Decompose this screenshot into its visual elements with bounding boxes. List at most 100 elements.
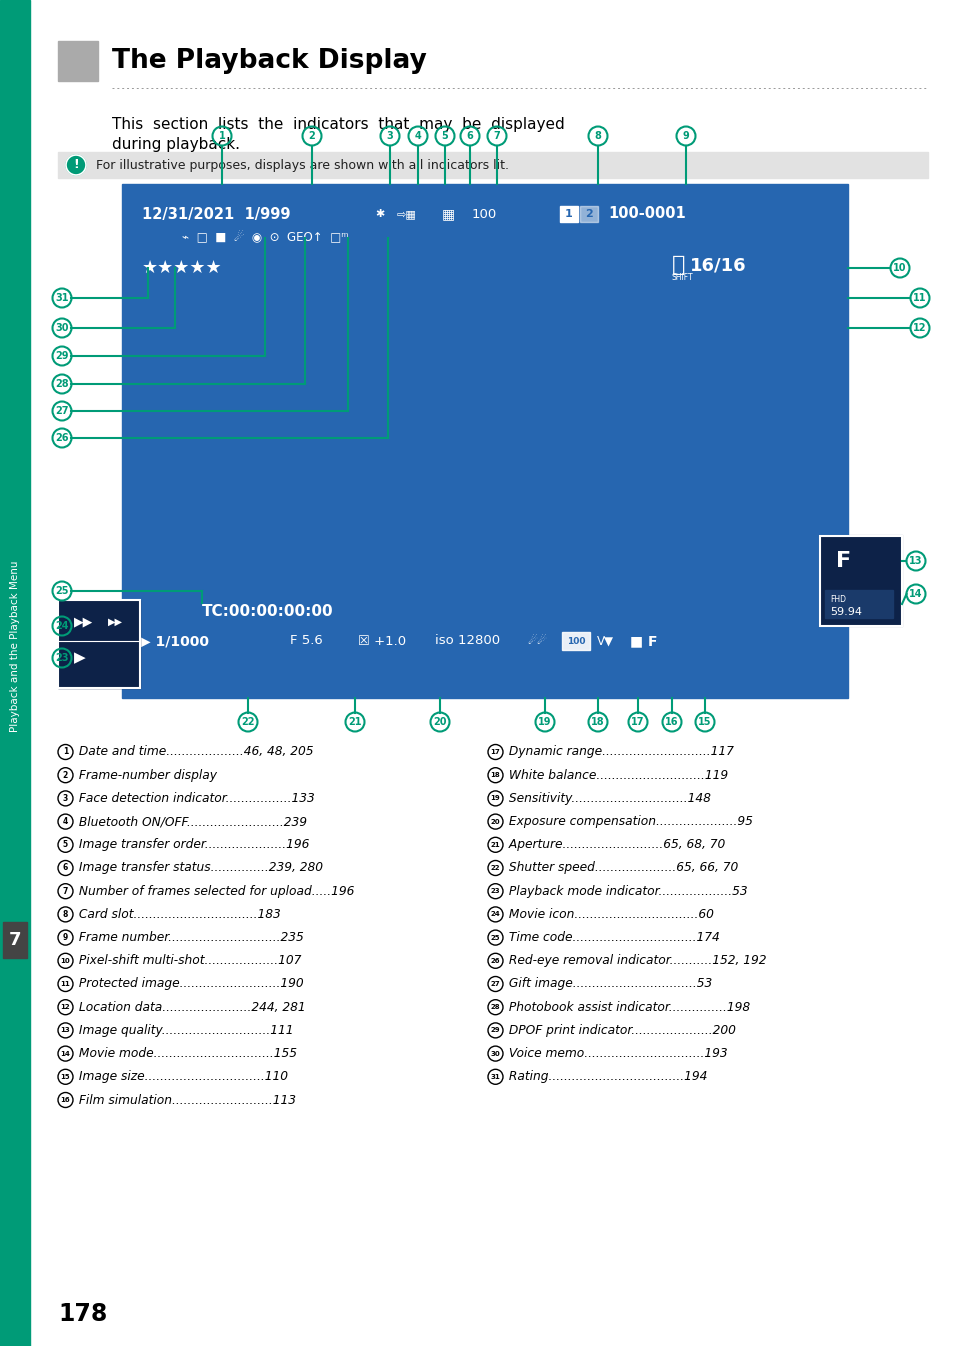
Text: Shutter speed.....................65, 66, 70: Shutter speed.....................65, 66… xyxy=(504,861,738,875)
Text: 28: 28 xyxy=(490,1004,499,1011)
Text: Location data.......................244, 281: Location data.......................244,… xyxy=(75,1000,305,1014)
Text: 28: 28 xyxy=(55,380,69,389)
Text: Pixel-shift multi-shot...................107: Pixel-shift multi-shot..................… xyxy=(75,954,301,968)
Text: Frame number.............................235: Frame number............................… xyxy=(75,931,303,944)
Text: 8: 8 xyxy=(594,131,600,141)
Text: 9: 9 xyxy=(63,933,68,942)
Text: 6: 6 xyxy=(466,131,473,141)
Text: ▶▶: ▶▶ xyxy=(108,616,123,627)
Text: 10: 10 xyxy=(61,958,71,964)
Text: TC:00:00:00:00: TC:00:00:00:00 xyxy=(202,603,334,619)
Text: The Playback Display: The Playback Display xyxy=(112,48,426,74)
Text: 14: 14 xyxy=(60,1051,71,1057)
Bar xyxy=(58,600,140,688)
Text: 15: 15 xyxy=(61,1074,71,1079)
Text: F 5.6: F 5.6 xyxy=(290,634,322,647)
Text: 9: 9 xyxy=(682,131,689,141)
Text: Time code................................174: Time code...............................… xyxy=(504,931,719,944)
Text: 25: 25 xyxy=(490,934,499,941)
Text: 15: 15 xyxy=(698,717,711,727)
Text: 4: 4 xyxy=(63,817,68,826)
Text: 5: 5 xyxy=(63,840,68,849)
Text: ■ F: ■ F xyxy=(629,634,657,647)
Text: ▦: ▦ xyxy=(441,207,454,221)
Text: iso 12800: iso 12800 xyxy=(435,634,499,647)
Text: 10: 10 xyxy=(892,262,905,273)
Text: Aperture..........................65, 68, 70: Aperture..........................65, 68… xyxy=(504,839,724,851)
Text: 27: 27 xyxy=(55,406,69,416)
Text: Bluetooth ON/OFF.........................239: Bluetooth ON/OFF........................… xyxy=(75,816,307,828)
Text: 24: 24 xyxy=(55,621,69,631)
Bar xyxy=(579,206,598,222)
Text: Movie icon................................60: Movie icon..............................… xyxy=(504,909,713,921)
Text: Image transfer order.....................196: Image transfer order....................… xyxy=(75,839,309,851)
Text: 31: 31 xyxy=(55,293,69,303)
Text: 100: 100 xyxy=(472,207,497,221)
Text: 14: 14 xyxy=(908,590,922,599)
Text: Dynamic range............................117: Dynamic range...........................… xyxy=(504,746,733,759)
Text: F: F xyxy=(835,551,850,571)
Bar xyxy=(559,206,578,222)
Text: 12/31/2021  1/999: 12/31/2021 1/999 xyxy=(142,206,291,222)
Text: 2: 2 xyxy=(584,209,592,219)
Text: 30: 30 xyxy=(490,1051,500,1057)
Text: 18: 18 xyxy=(591,717,604,727)
Circle shape xyxy=(66,155,86,175)
Text: ⇨▦: ⇨▦ xyxy=(396,209,416,219)
Text: 18: 18 xyxy=(490,773,500,778)
Text: ★★★★★: ★★★★★ xyxy=(142,258,222,277)
Text: 31: 31 xyxy=(490,1074,500,1079)
Text: Exposure compensation.....................95: Exposure compensation...................… xyxy=(504,816,752,828)
Bar xyxy=(824,590,892,618)
Text: SHIFT: SHIFT xyxy=(671,272,693,281)
Text: 23: 23 xyxy=(55,653,69,664)
Text: 7: 7 xyxy=(493,131,500,141)
Text: 21: 21 xyxy=(348,717,361,727)
Text: 26: 26 xyxy=(55,433,69,443)
Text: Rating...................................194: Rating..................................… xyxy=(504,1070,706,1084)
Text: 3: 3 xyxy=(386,131,393,141)
Text: FHD: FHD xyxy=(829,595,845,604)
Text: Frame-number display: Frame-number display xyxy=(75,769,216,782)
Text: ▶ 1/1000: ▶ 1/1000 xyxy=(140,634,209,647)
Text: 30: 30 xyxy=(55,323,69,332)
Bar xyxy=(820,536,901,626)
Text: Face detection indicator.................133: Face detection indicator................… xyxy=(75,791,314,805)
Text: This  section  lists  the  indicators  that  may  be  displayed: This section lists the indicators that m… xyxy=(112,117,564,132)
Bar xyxy=(122,184,847,699)
Text: Gift image................................53: Gift image..............................… xyxy=(504,977,712,991)
Text: Film simulation..........................113: Film simulation.........................… xyxy=(75,1093,295,1106)
Text: Movie mode...............................155: Movie mode..............................… xyxy=(75,1047,296,1061)
Text: ☒ +1.0: ☒ +1.0 xyxy=(357,634,406,647)
Text: Sensitivity..............................148: Sensitivity.............................… xyxy=(504,791,710,805)
Bar xyxy=(561,633,589,650)
Text: 1: 1 xyxy=(218,131,225,141)
Text: 11: 11 xyxy=(912,293,925,303)
Text: 59.94: 59.94 xyxy=(829,607,862,616)
Text: Playback mode indicator...................53: Playback mode indicator.................… xyxy=(504,884,747,898)
Text: 22: 22 xyxy=(490,865,499,871)
Text: Card slot................................183: Card slot...............................… xyxy=(75,909,280,921)
Text: ⧦: ⧦ xyxy=(671,254,684,275)
Text: 4: 4 xyxy=(415,131,421,141)
Text: 20: 20 xyxy=(433,717,446,727)
Text: Voice memo...............................193: Voice memo..............................… xyxy=(504,1047,727,1061)
Text: V▼: V▼ xyxy=(597,634,614,647)
Text: DPOF print indicator.....................200: DPOF print indicator....................… xyxy=(504,1024,735,1036)
Text: Photobook assist indicator...............198: Photobook assist indicator..............… xyxy=(504,1000,749,1014)
Text: ▶▶: ▶▶ xyxy=(74,615,93,629)
Bar xyxy=(58,600,140,688)
Bar xyxy=(0,0,30,1346)
Text: 26: 26 xyxy=(490,958,499,964)
Text: 1: 1 xyxy=(63,747,68,756)
Text: 7: 7 xyxy=(63,887,68,895)
Text: 7: 7 xyxy=(9,931,21,949)
Text: 100-0001: 100-0001 xyxy=(607,206,685,222)
Bar xyxy=(58,152,927,178)
Text: !: ! xyxy=(73,159,79,171)
Text: For illustrative purposes, displays are shown with all indicators lit.: For illustrative purposes, displays are … xyxy=(96,159,509,171)
Text: 17: 17 xyxy=(631,717,644,727)
Text: 8: 8 xyxy=(63,910,68,919)
Text: Image transfer status...............239, 280: Image transfer status...............239,… xyxy=(75,861,323,875)
Bar xyxy=(820,536,901,626)
